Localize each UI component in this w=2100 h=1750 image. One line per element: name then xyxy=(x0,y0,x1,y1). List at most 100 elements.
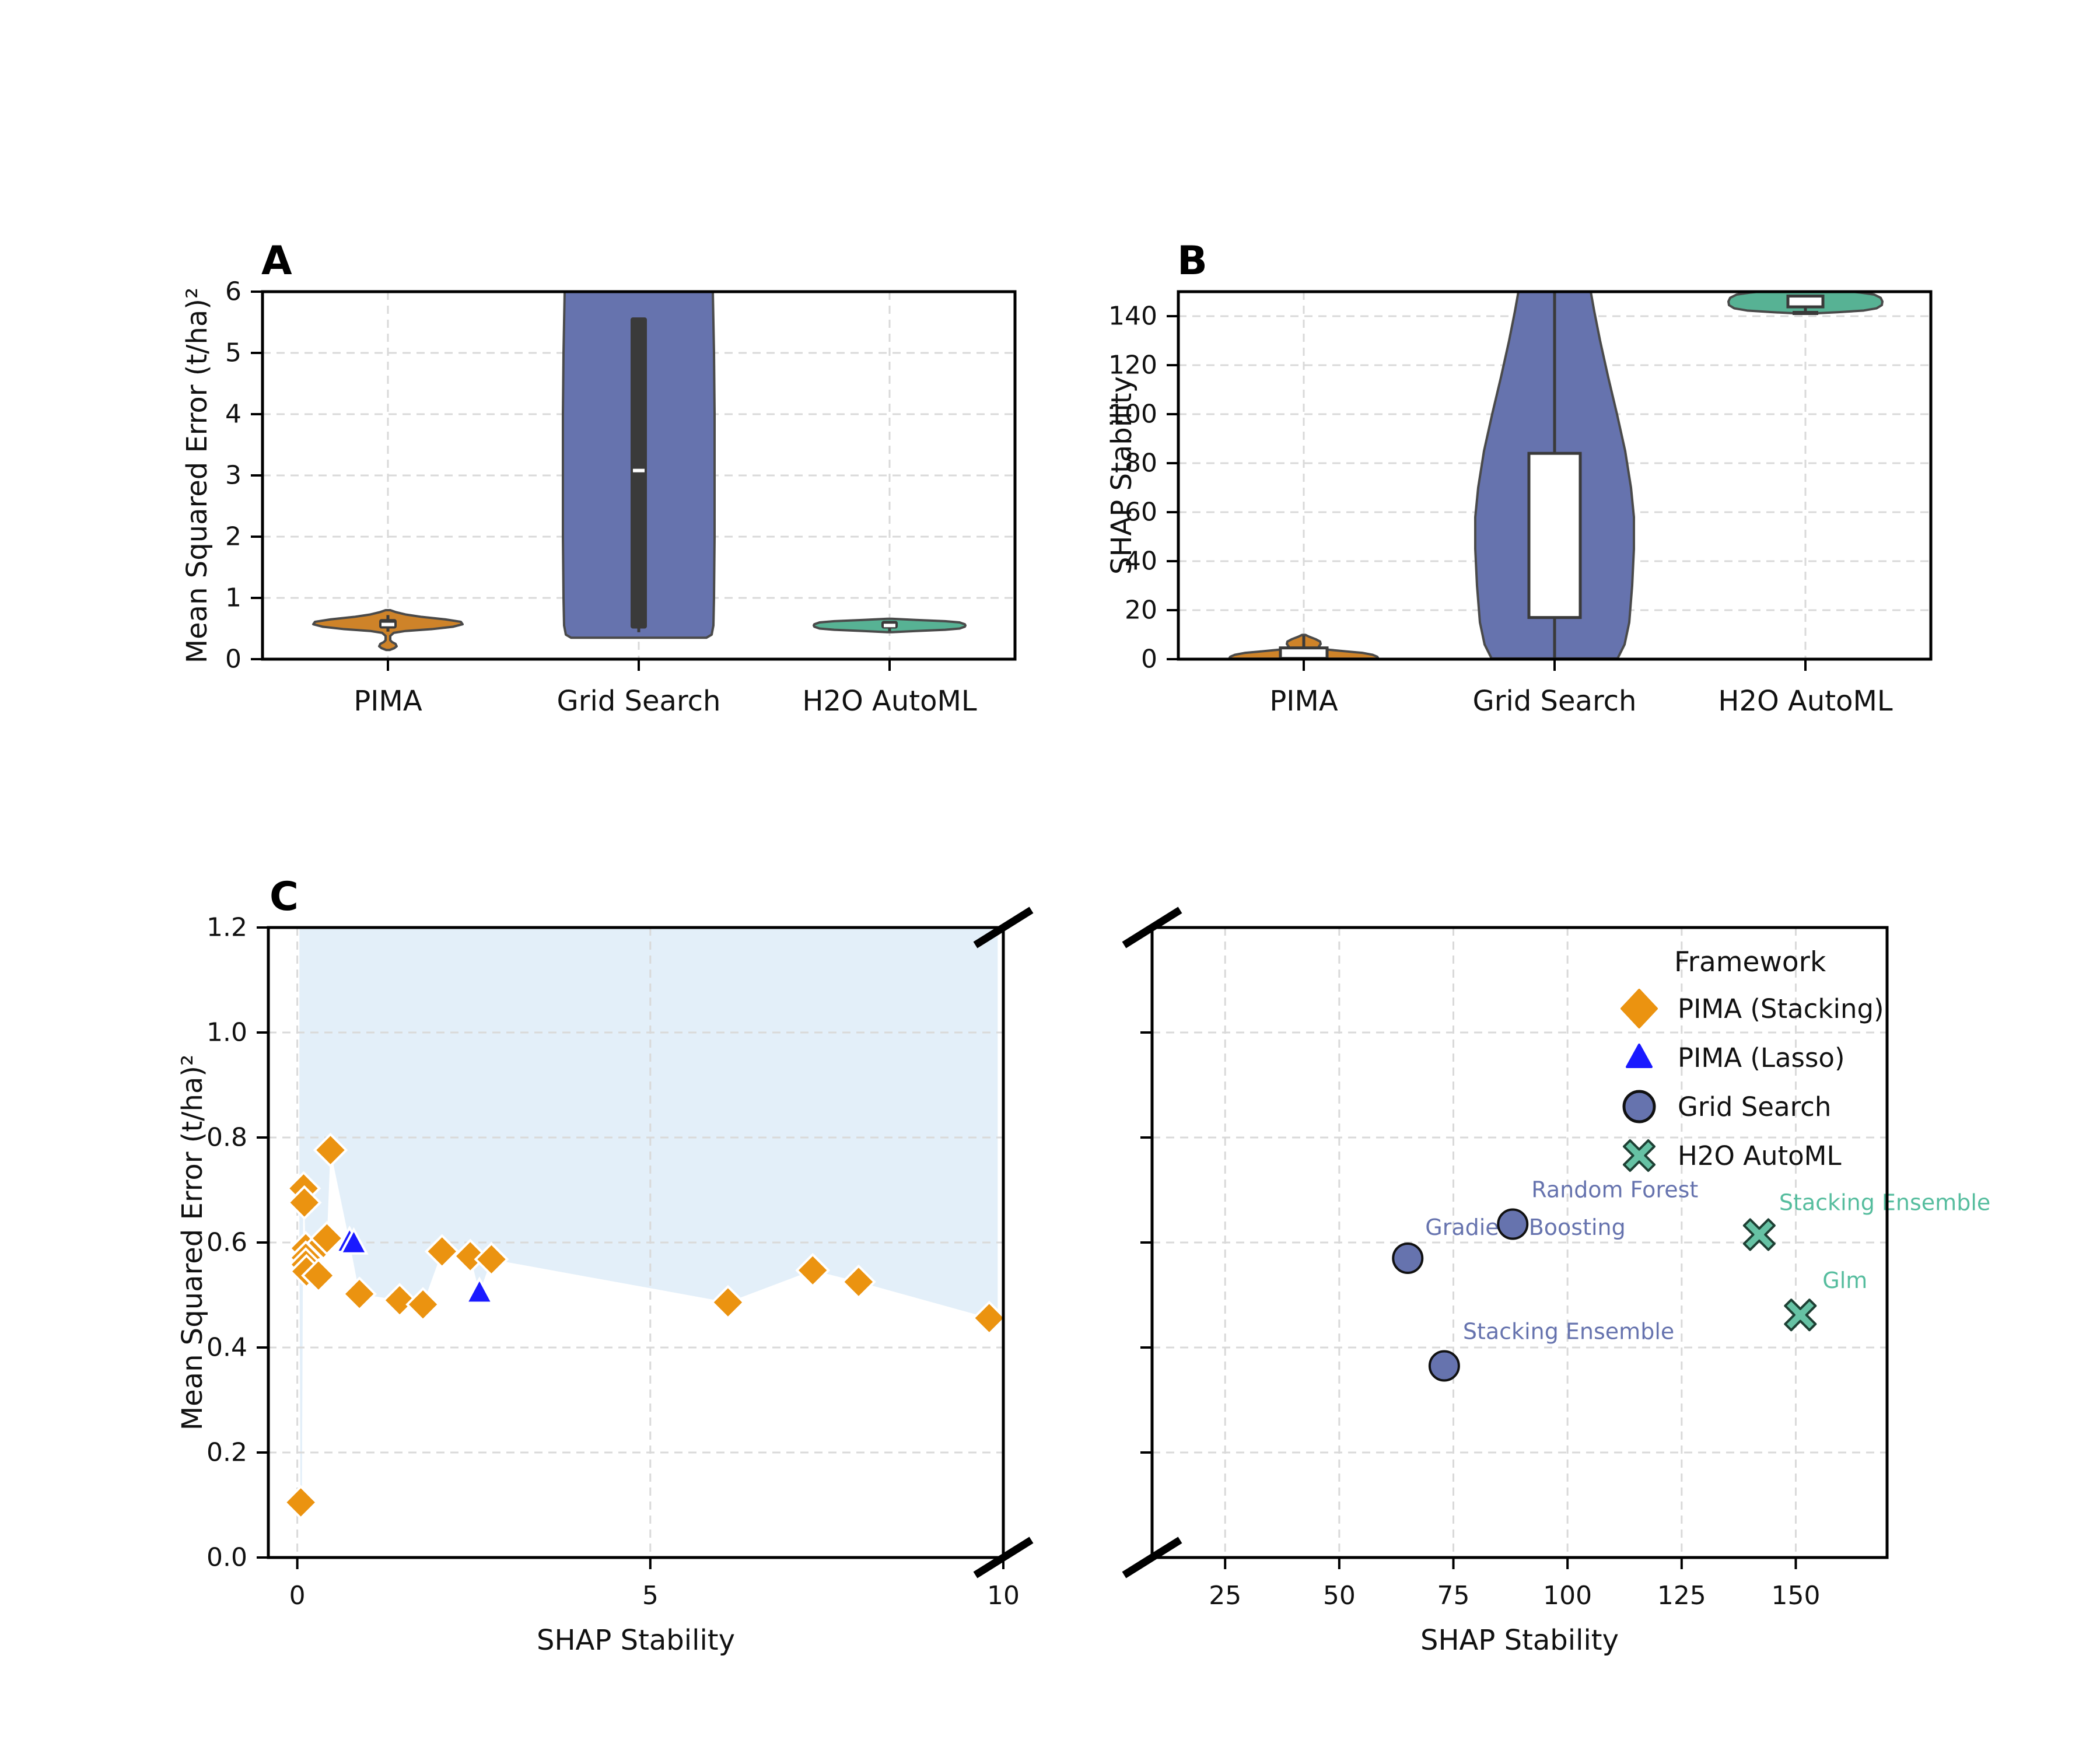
marker-circle xyxy=(1392,1242,1424,1274)
x-tick-label: 75 xyxy=(1437,1581,1470,1611)
marker-diamond xyxy=(424,1234,460,1269)
legend-item-label: H2O AutoML xyxy=(1678,1140,1842,1171)
legend-marker-triangle-icon xyxy=(1611,1037,1667,1079)
legend-marker-circle-icon xyxy=(1611,1086,1667,1128)
legend-item-label: PIMA (Stacking) xyxy=(1678,993,1884,1024)
marker-diamond xyxy=(309,1220,345,1256)
marker-diamond xyxy=(286,1185,322,1220)
y-tick-label: 6 xyxy=(225,276,242,307)
shaded-dominated-region xyxy=(299,928,998,1503)
y-tick-label: 2 xyxy=(225,522,242,552)
y-tick-label: 80 xyxy=(1125,448,1157,478)
axes-frame xyxy=(1177,290,1933,661)
x-tick-label: 5 xyxy=(642,1581,659,1611)
box-iqr xyxy=(1527,452,1582,620)
y-tick-label: 140 xyxy=(1108,301,1157,331)
marker-triangle xyxy=(464,1276,495,1304)
y-tick-label: 5 xyxy=(225,338,242,368)
marker-diamond xyxy=(841,1264,876,1300)
legend-framework: Framework PIMA (Stacking) PIMA (Lasso) Gri… xyxy=(1611,946,1938,1180)
y-tick-label: 100 xyxy=(1108,399,1157,429)
point-annotation: Stacking Ensemble xyxy=(1779,1190,1990,1216)
legend-item-PIMA (Stacking): PIMA (Stacking) xyxy=(1611,984,1938,1033)
marker-xmark xyxy=(1784,1298,1817,1332)
marker-circle xyxy=(1497,1208,1529,1240)
category-label-PIMA: PIMA xyxy=(354,685,422,718)
marker-diamond xyxy=(342,1276,377,1312)
y-tick-label: 1.0 xyxy=(206,1017,247,1048)
panel-a-letter: A xyxy=(261,238,292,284)
y-tick-label: 0.4 xyxy=(206,1332,247,1363)
axis-break-mark xyxy=(1122,1536,1182,1578)
y-tick-label: 0.0 xyxy=(206,1542,247,1573)
panel-a-violin-plot xyxy=(251,290,1017,671)
panel-c-main-xlabel: SHAP Stability xyxy=(536,1624,736,1657)
legend-title: Framework xyxy=(1674,946,1826,978)
y-tick-label: 0 xyxy=(1141,644,1157,674)
box-iqr xyxy=(1786,295,1825,309)
panel-c-letter: C xyxy=(270,874,299,920)
x-tick-label: 150 xyxy=(1771,1581,1821,1611)
y-tick-label: 40 xyxy=(1125,546,1157,576)
marker-diamond xyxy=(405,1287,440,1322)
axis-break-mark xyxy=(973,907,1034,949)
y-tick-label: 3 xyxy=(225,460,242,491)
point-annotation: Stacking Ensemble xyxy=(1463,1319,1674,1345)
marker-diamond xyxy=(301,1258,336,1293)
y-tick-label: 0.8 xyxy=(206,1122,247,1153)
marker-triangle xyxy=(339,1227,369,1255)
panel-b-violin-plot xyxy=(1167,290,1933,671)
point-annotation: Random Forest xyxy=(1531,1177,1698,1203)
axis-break-mark xyxy=(973,1536,1034,1578)
axis-break-mark xyxy=(1122,907,1182,949)
legend-marker-diamond-icon xyxy=(1611,988,1667,1030)
panel-c-main-scatter-plot xyxy=(257,926,1007,1569)
legend-rows: PIMA (Stacking) PIMA (Lasso) Grid Search H2… xyxy=(1611,984,1938,1180)
x-tick-label: 125 xyxy=(1657,1581,1706,1611)
y-tick-label: 60 xyxy=(1125,497,1157,527)
category-label-H2O AutoML: H2O AutoML xyxy=(802,685,977,718)
y-tick-label: 20 xyxy=(1125,595,1157,625)
legend-item-PIMA (Lasso): PIMA (Lasso) xyxy=(1611,1033,1938,1082)
marker-xmark xyxy=(1742,1218,1776,1251)
marker-diamond xyxy=(795,1252,831,1288)
x-tick-label: 0 xyxy=(289,1581,306,1611)
marker-diamond xyxy=(710,1284,746,1320)
category-label-H2O AutoML: H2O AutoML xyxy=(1718,685,1893,718)
axes-frame xyxy=(267,926,1005,1559)
marker-diamond xyxy=(283,1485,318,1520)
axes-frame xyxy=(1150,926,1889,1559)
point-annotation: Glm xyxy=(1822,1268,1867,1293)
y-tick-label: 0.6 xyxy=(206,1227,247,1258)
x-tick-label: 10 xyxy=(987,1581,1020,1611)
y-tick-label: 1.2 xyxy=(206,912,247,943)
x-tick-label: 50 xyxy=(1322,1581,1356,1611)
category-label-Grid Search: Grid Search xyxy=(1472,685,1637,718)
y-tick-label: 120 xyxy=(1108,350,1157,380)
panel-b-letter: B xyxy=(1177,238,1208,284)
marker-diamond xyxy=(474,1241,509,1277)
marker-diamond xyxy=(453,1238,488,1274)
marker-diamond xyxy=(313,1132,348,1168)
y-tick-label: 4 xyxy=(225,399,242,429)
category-label-PIMA: PIMA xyxy=(1269,685,1338,718)
category-label-Grid Search: Grid Search xyxy=(556,685,721,718)
legend-item-label: PIMA (Lasso) xyxy=(1678,1042,1845,1073)
legend-item-label: Grid Search xyxy=(1678,1091,1832,1122)
marker-diamond xyxy=(382,1283,417,1318)
marker-diamond xyxy=(971,1300,1007,1336)
y-tick-label: 0 xyxy=(225,644,242,674)
legend-marker-xmark-icon xyxy=(1611,1135,1667,1177)
x-tick-label: 100 xyxy=(1543,1581,1592,1611)
axes-frame xyxy=(261,290,1017,661)
y-tick-label: 1 xyxy=(225,583,242,613)
box-iqr xyxy=(631,317,647,629)
panel-c-zoom-xlabel: SHAP Stability xyxy=(1420,1624,1619,1657)
marker-circle xyxy=(1428,1350,1460,1382)
legend-item-H2O AutoML: H2O AutoML xyxy=(1611,1131,1938,1180)
y-tick-label: 0.2 xyxy=(206,1437,247,1468)
legend-item-Grid Search: Grid Search xyxy=(1611,1082,1938,1131)
